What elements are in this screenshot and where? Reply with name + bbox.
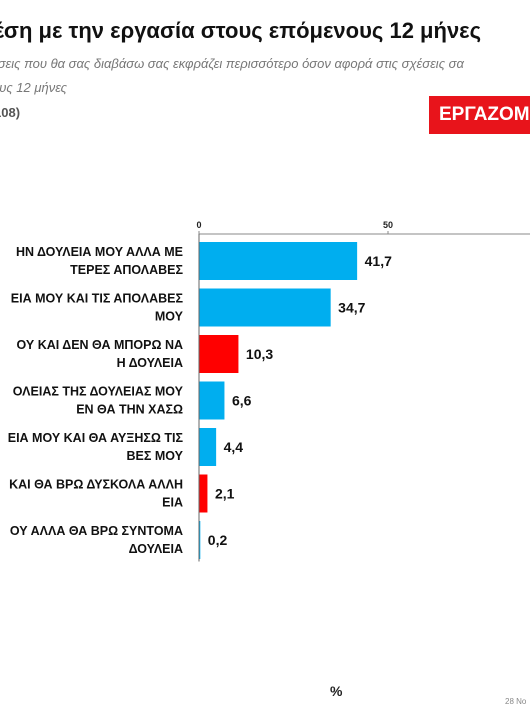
unit-label: % xyxy=(330,683,343,699)
bar xyxy=(199,428,217,466)
category-label: Η ΔΟΥΛΕΙΑ xyxy=(117,356,183,370)
data-label: 41,7 xyxy=(365,253,392,269)
data-label: 2,1 xyxy=(215,486,235,502)
bar xyxy=(199,381,225,420)
date-footer: 28 Νο xyxy=(505,697,527,706)
category-label: ΤΕΡΕΣ ΑΠΟΛΑΒΕΣ xyxy=(70,263,183,277)
category-label: ΚΑΙ ΘΑ ΒΡΩ ΔΥΣΚΟΛΑ ΑΛΛΗ xyxy=(9,478,183,492)
category-label: ΒΕΣ ΜΟΥ xyxy=(127,449,184,463)
bar xyxy=(199,474,208,513)
chart-subtitle-line2: ους 12 μήνες xyxy=(0,80,67,95)
category-label: ΗΝ ΔΟΥΛΕΙΑ ΜΟΥ ΑΛΛΑ ΜΕ xyxy=(16,245,183,259)
chart-subtitle-line1: έσεις που θα σας διαβάσω σας εκφράζει πε… xyxy=(0,56,464,71)
category-label: ΟΛΕΙΑΣ ΤΗΣ ΔΟΥΛΕΙΑΣ ΜΟΥ xyxy=(13,385,184,399)
bar-chart: 0 50 ΗΝ ΔΟΥΛΕΙΑ ΜΟΥ ΑΛΛΑ ΜΕ ΤΕΡΕΣ ΑΠΟΛΑΒΕΣ 4… xyxy=(8,220,530,562)
bar xyxy=(199,521,201,559)
data-label: 10,3 xyxy=(246,346,273,362)
bar xyxy=(199,288,331,327)
data-label: 6,6 xyxy=(232,393,252,409)
category-label: ΟΥ ΑΛΛΑ ΘΑ ΒΡΩ ΣΥΝΤΟΜΑ xyxy=(10,524,183,538)
bar xyxy=(199,242,358,280)
bar xyxy=(199,335,239,373)
category-label: ΜΟΥ xyxy=(155,310,184,324)
data-label: 0,2 xyxy=(208,532,228,548)
x-tick-label: 50 xyxy=(383,220,393,230)
category-label: ΕΙΑ ΜΟΥ ΚΑΙ ΘΑ ΑΥΞΗΣΩ ΤΙΣ xyxy=(8,431,184,445)
x-tick-label: 0 xyxy=(196,220,201,230)
data-label: 4,4 xyxy=(224,439,244,455)
sample-base: 108) xyxy=(0,105,21,120)
data-label: 34,7 xyxy=(338,300,365,316)
chart-title: έση με την εργασία στους επόμενους 12 μή… xyxy=(0,18,482,43)
category-label: ΔΟΥΛΕΙΑ xyxy=(129,542,183,556)
segment-badge: ΕΡΓΑΖΟΜ xyxy=(429,96,530,134)
category-label: ΕΙΑ xyxy=(162,496,183,510)
category-label: ΟΥ ΚΑΙ ΔΕΝ ΘΑ ΜΠΟΡΩ ΝΑ xyxy=(17,338,183,352)
category-label: ΕΝ ΘΑ ΤΗΝ ΧΑΣΩ xyxy=(76,403,183,417)
category-label: ΕΙΑ ΜΟΥ ΚΑΙ ΤΙΣ ΑΠΟΛΑΒΕΣ xyxy=(11,292,184,306)
